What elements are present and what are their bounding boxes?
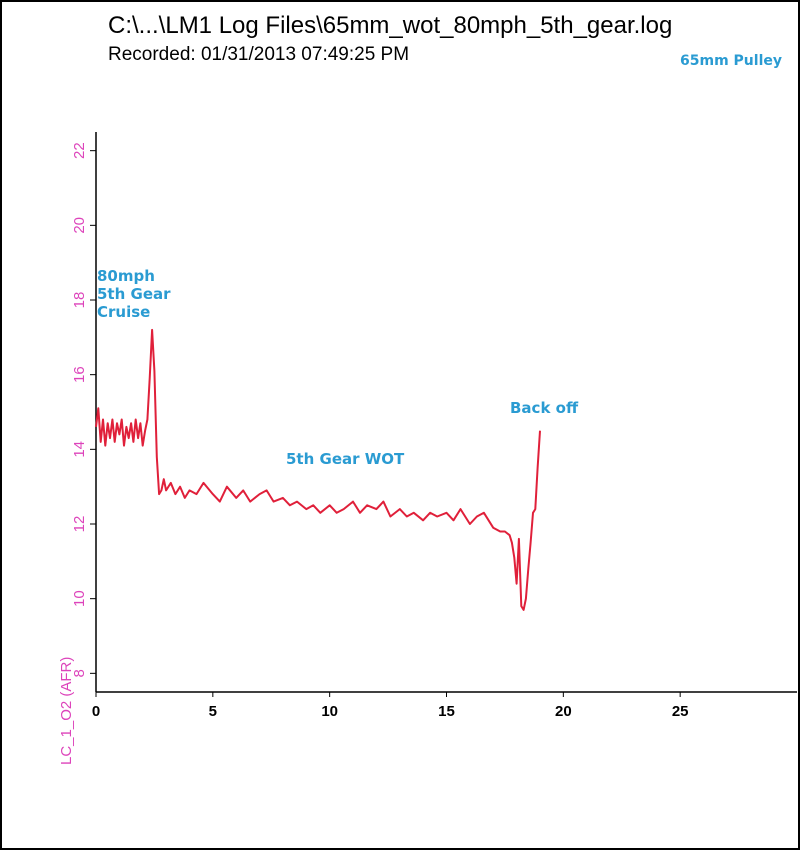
y-axis-ticks: 8 10 12 14 16 18 20 22 [71, 142, 96, 678]
recorded-timestamp: Recorded: 01/31/2013 07:49:25 PM [108, 44, 410, 65]
chart-series [95, 328, 541, 611]
y-tick-label: 16 [71, 366, 88, 383]
y-tick-label: 22 [71, 142, 88, 159]
cruise-annotation-line1: 80mph [97, 267, 155, 285]
wot-annotation: 5th Gear WOT [286, 450, 405, 468]
y-tick-label: 20 [71, 217, 88, 234]
cruise-annotation: 80mph 5th Gear Cruise [97, 267, 171, 321]
y-tick-label: 12 [71, 516, 88, 533]
y-tick-label: 8 [71, 669, 88, 677]
x-tick-label: 25 [672, 703, 689, 720]
page-title: C:\...\LM1 Log Files\65mm_wot_80mph_5th_… [108, 12, 673, 39]
x-axis-ticks: 0 5 10 15 20 25 [92, 692, 689, 720]
x-tick-label: 10 [321, 703, 338, 720]
cruise-annotation-line3: Cruise [97, 303, 151, 321]
x-tick-label: 15 [438, 703, 455, 720]
y-tick-label: 10 [71, 590, 88, 607]
back-off-annotation: Back off [510, 399, 579, 417]
afr-series-line [95, 328, 541, 611]
x-tick-label: 20 [555, 703, 572, 720]
pulley-annotation: 65mm Pulley [680, 53, 782, 69]
y-tick-label: 14 [71, 441, 88, 458]
cruise-annotation-line2: 5th Gear [97, 285, 171, 303]
y-tick-label: 18 [71, 292, 88, 309]
chart-axes [95, 132, 797, 693]
x-tick-label: 5 [209, 703, 217, 720]
x-tick-label: 0 [92, 703, 100, 720]
